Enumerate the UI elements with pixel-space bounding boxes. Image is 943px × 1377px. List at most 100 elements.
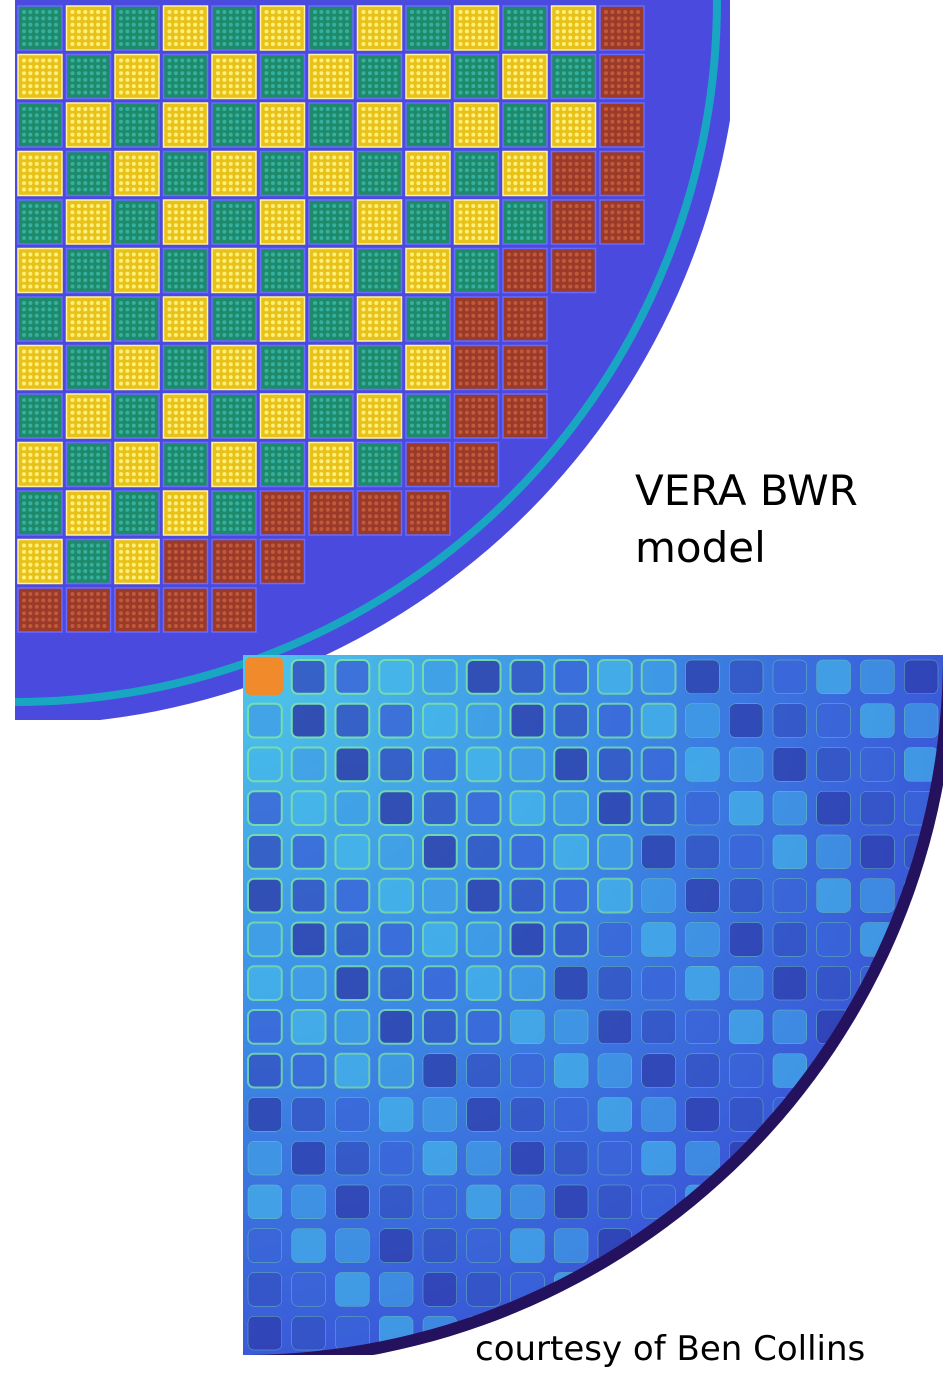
fuel-pin (588, 230, 592, 234)
fuel-pin (193, 285, 197, 289)
fuel-pin (271, 175, 275, 179)
fuel-pin (222, 514, 226, 518)
fuel-pin (513, 91, 517, 95)
fuel-pin (132, 356, 136, 360)
fuel-pin (125, 168, 129, 172)
fuel-pin (284, 320, 288, 324)
fuel-pin (265, 356, 269, 360)
fuel-pin (265, 42, 269, 46)
fuel-pin (229, 210, 233, 214)
fuel-pin (465, 223, 469, 227)
fuel-pin (229, 259, 233, 263)
fuel-pin (265, 466, 269, 470)
fuel-pin (132, 382, 136, 386)
fuel-pin (90, 272, 94, 276)
fuel-pin (539, 382, 543, 386)
fuel-pin (77, 272, 81, 276)
fuel-pin (387, 29, 391, 33)
fuel-pin (526, 350, 530, 354)
fuel-pin (48, 139, 52, 143)
fuel-pin (41, 78, 45, 82)
fuel-pin (610, 42, 614, 46)
fuel-pin (222, 479, 226, 483)
fuel-pin (533, 301, 537, 305)
fuel-pin (103, 71, 107, 75)
fuel-pin (471, 204, 475, 208)
fuel-pin (484, 356, 488, 360)
fuel-pin (362, 521, 366, 525)
fuel-pin (539, 175, 543, 179)
fuel-pin (96, 320, 100, 324)
fuel-pin (96, 210, 100, 214)
fuel-pin (145, 466, 149, 470)
fuel-pin (151, 544, 155, 548)
fuel-pin (326, 527, 330, 531)
fuel-pin (125, 459, 129, 463)
fuel-pin (416, 36, 420, 40)
fuel-pin (484, 120, 488, 124)
fuel-pin (151, 301, 155, 305)
fuel-pin (513, 285, 517, 289)
fuel-pin (35, 550, 39, 554)
fuel-pin (623, 107, 627, 111)
fuel-pin (90, 65, 94, 69)
fuel-pin (145, 514, 149, 518)
fuel-pin (387, 495, 391, 499)
fuel-pin (151, 466, 155, 470)
fuel-pin (339, 36, 343, 40)
fuel-pin (168, 10, 172, 14)
fuel-pin (319, 327, 323, 331)
fuel-pin (216, 350, 220, 354)
fuel-pin (484, 16, 488, 20)
fuel-pin (77, 91, 81, 95)
fuel-pin (416, 139, 420, 143)
fuel-pin (138, 265, 142, 269)
fuel-pin (533, 126, 537, 130)
fuel-pin (362, 223, 366, 227)
fuel-pin (77, 188, 81, 192)
fuel-pin (520, 350, 524, 354)
fuel-pin (374, 84, 378, 88)
fuel-pin (423, 382, 427, 386)
fuel-pin (151, 36, 155, 40)
fuel-pin (138, 168, 142, 172)
fuel-pin (520, 230, 524, 234)
fuel-pin (513, 65, 517, 69)
fuel-pin (193, 120, 197, 124)
fuel-pin (410, 424, 414, 428)
fuel-pin (610, 78, 614, 82)
fuel-pin (229, 236, 233, 240)
fuel-pin (381, 404, 385, 408)
fuel-pin (297, 453, 301, 457)
fuel-pin (526, 382, 530, 386)
fuel-pin (96, 430, 100, 434)
fuel-pin (235, 84, 239, 88)
fuel-pin (174, 181, 178, 185)
fuel-pin (410, 168, 414, 172)
fuel-pin (168, 508, 172, 512)
fuel-pin (313, 188, 317, 192)
fuel-pin (168, 430, 172, 434)
fuel-pin (28, 411, 32, 415)
fuel-pin (77, 230, 81, 234)
fuel-pin (459, 375, 463, 379)
fuel-pin (48, 411, 52, 415)
fuel-pin (374, 356, 378, 360)
fuel-pin (526, 210, 530, 214)
fuel-pin (83, 569, 87, 573)
fuel-pin (429, 78, 433, 82)
fuel-pin (513, 133, 517, 137)
fuel-pin (77, 576, 81, 580)
fuel-pin (374, 404, 378, 408)
fuel-pin (180, 301, 184, 305)
fuel-pin (193, 91, 197, 95)
fuel-pin (630, 23, 634, 27)
fuel-pin (265, 398, 269, 402)
fuel-pin (193, 113, 197, 117)
fuel-pin (77, 472, 81, 476)
fuel-pin (297, 527, 301, 531)
fuel-pin (200, 133, 204, 137)
fuel-pin (520, 382, 524, 386)
fuel-pin (216, 156, 220, 160)
fuel-pin (151, 10, 155, 14)
